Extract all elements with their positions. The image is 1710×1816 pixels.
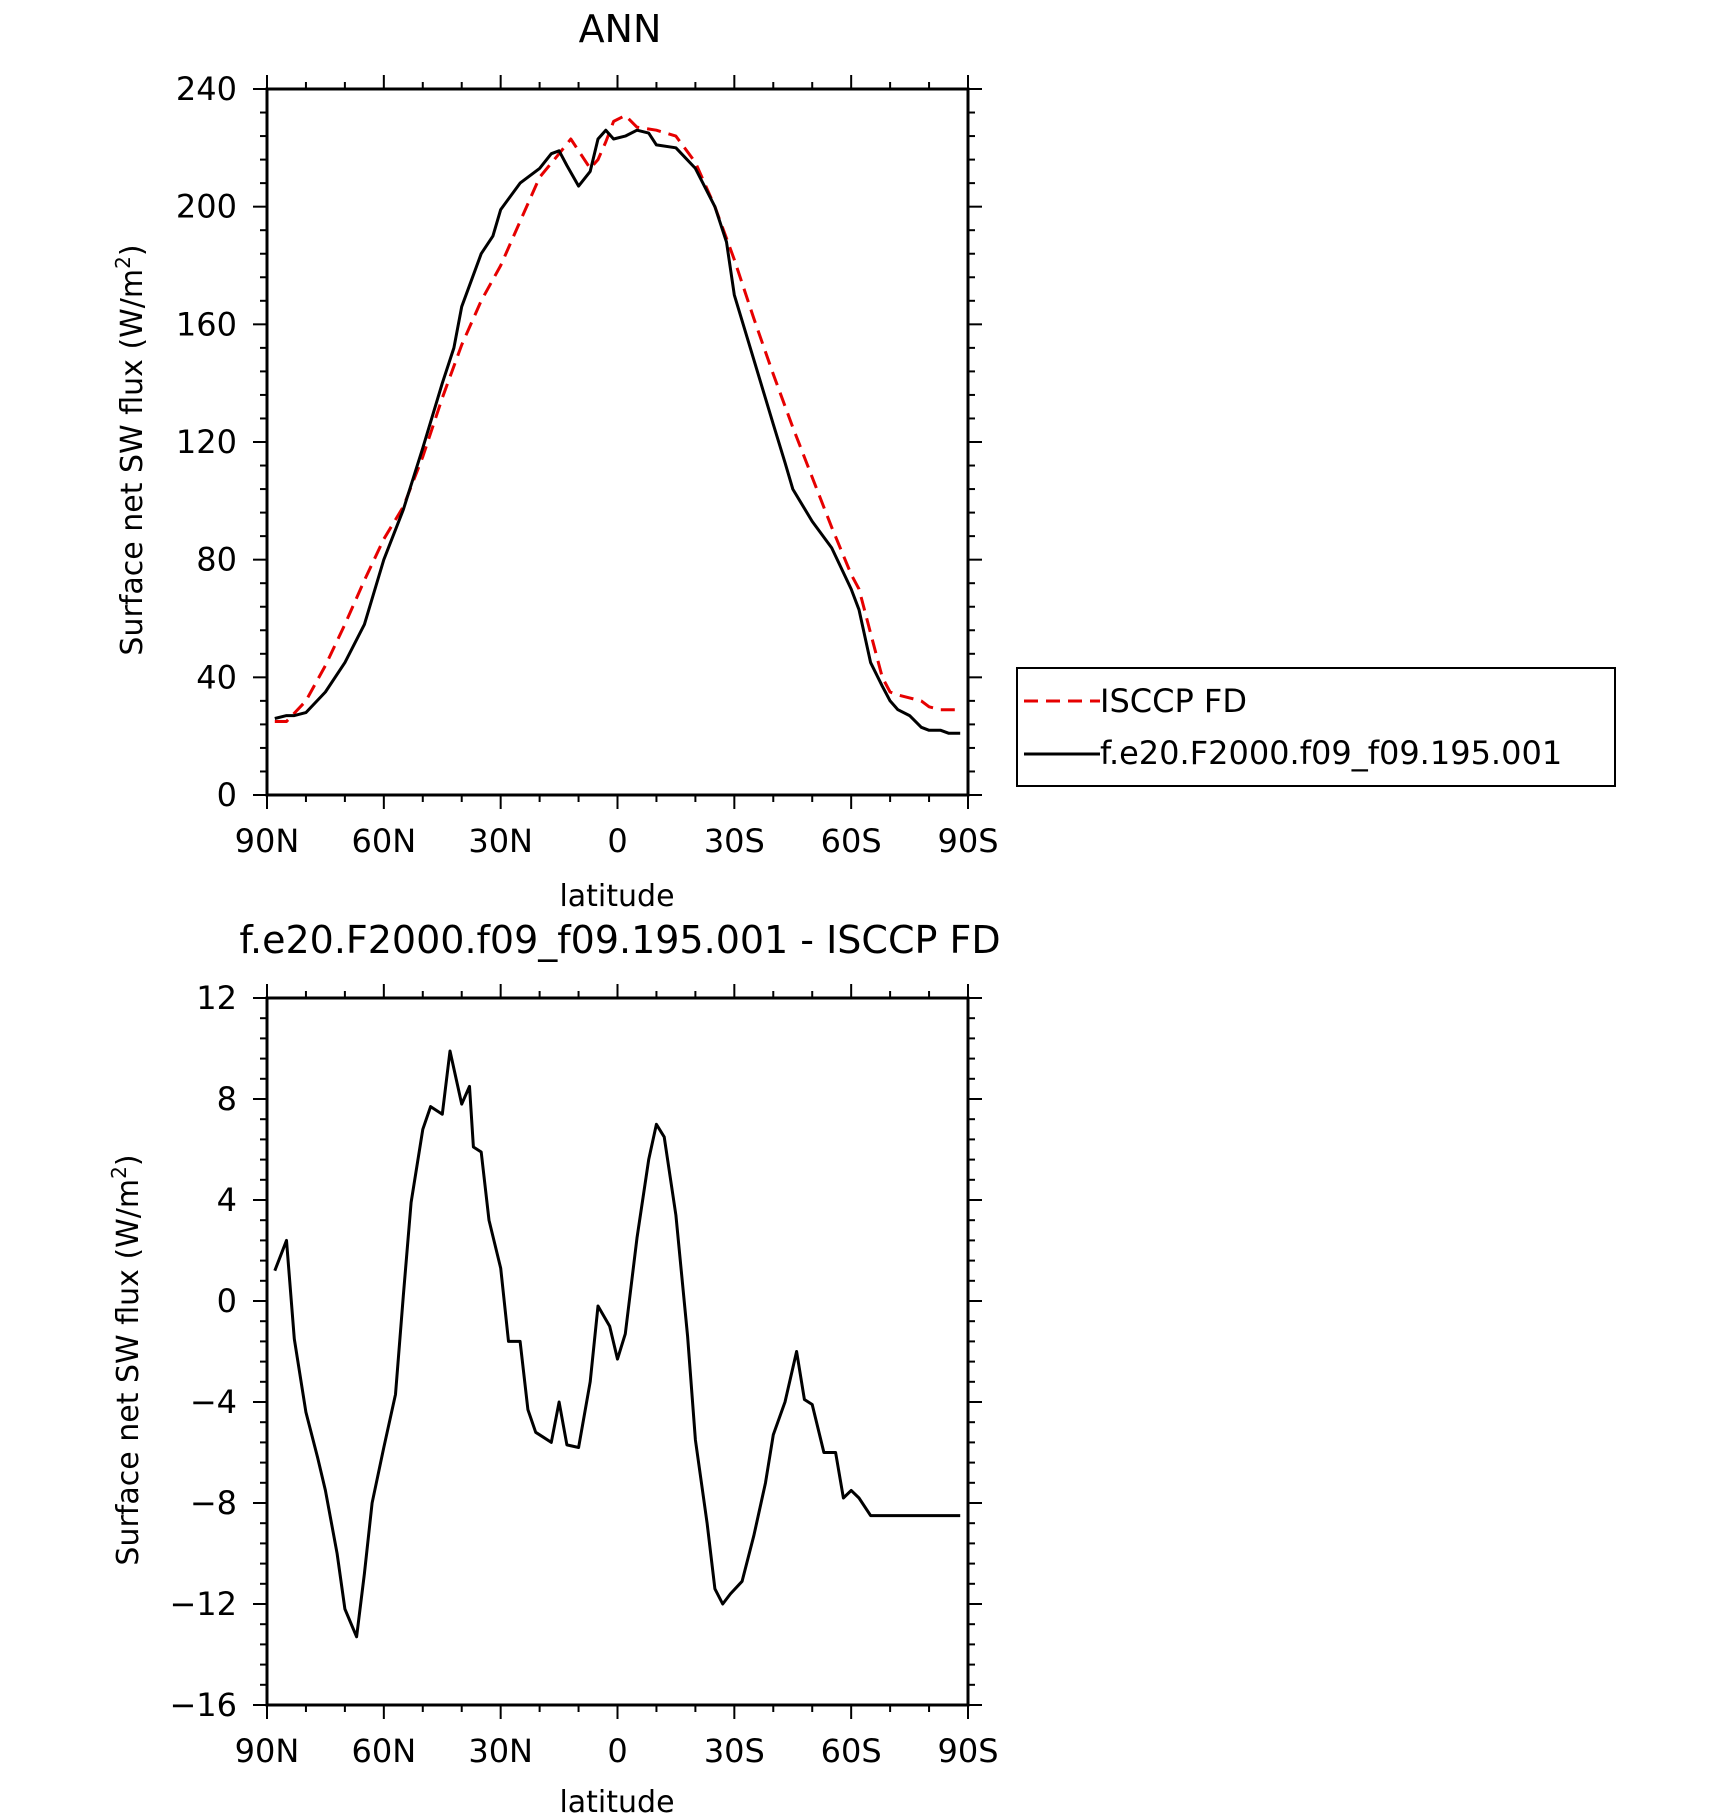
top-y-axis-label-main: Surface net SW flux (W/m <box>115 269 150 656</box>
top-y-tick-label: 200 <box>176 188 237 226</box>
bottom-y-tick-label: −12 <box>169 1585 237 1623</box>
top-x-axis-label: latitude <box>559 879 674 914</box>
top-plot-frame <box>265 87 970 797</box>
top-y-axis-label-sup: 2 <box>111 256 135 269</box>
legend: ISCCP FD f.e20.F2000.f09_f09.195.001 <box>1016 667 1616 787</box>
bottom-x-tick-label: 30N <box>468 1732 533 1770</box>
top-panel: ANN 90N 60N 30N 0 30S 60S 90S 0 40 80 120 160 200 240… <box>111 7 999 914</box>
bottom-panel: f.e20.F2000.f09_f09.195.001 - ISCCP FD 9… <box>107 918 1001 1816</box>
bottom-plot-frame <box>265 996 970 1707</box>
bottom-x-tick-label: 60S <box>821 1732 882 1770</box>
bottom-y-tick-label: −8 <box>190 1484 237 1522</box>
top-y-tick-label: 240 <box>176 70 237 108</box>
top-x-tick-label: 90N <box>235 822 300 860</box>
bottom-x-tick-label: 0 <box>607 1732 627 1770</box>
top-y-axis-label-tail: ) <box>115 244 150 256</box>
top-y-tick-label: 160 <box>176 305 237 343</box>
bottom-y-tick-label: 4 <box>217 1181 237 1219</box>
bottom-y-axis-label-sup: 2 <box>107 1166 131 1179</box>
bottom-x-tick-label: 60N <box>352 1732 417 1770</box>
top-x-tick-label: 30S <box>704 822 765 860</box>
top-chart-title: ANN <box>579 7 662 51</box>
bottom-y-tick-label: 8 <box>217 1080 237 1118</box>
top-x-tick-label: 60S <box>821 822 882 860</box>
bottom-y-axis-label: Surface net SW flux (W/m2) <box>107 1154 146 1565</box>
bottom-y-axis-label-main: Surface net SW flux (W/m <box>111 1179 146 1566</box>
bottom-plot-area: 90N 60N 30N 0 30S 60S 90S −16 −12 −8 −4 0 4 8 12 <box>169 979 998 1770</box>
bottom-y-tick-label: −16 <box>169 1686 237 1724</box>
bottom-x-tick-label: 30S <box>704 1732 765 1770</box>
top-y-tick-label: 40 <box>196 658 237 696</box>
legend-box <box>1016 667 1616 787</box>
bottom-y-axis-label-tail: ) <box>111 1154 146 1166</box>
top-plot-area: 90N 60N 30N 0 30S 60S 90S 0 40 80 120 160 200 240 <box>176 70 999 860</box>
top-x-tick-label: 0 <box>607 822 627 860</box>
top-y-tick-label: 80 <box>196 541 237 579</box>
top-x-tick-label: 60N <box>352 822 417 860</box>
bottom-chart-title: f.e20.F2000.f09_f09.195.001 - ISCCP FD <box>239 918 1000 962</box>
top-series-line-model <box>274 128 961 735</box>
bottom-x-tick-label: 90S <box>937 1732 998 1770</box>
bottom-y-tick-label: −4 <box>190 1383 237 1421</box>
legend-label-model: f.e20.F2000.f09_f09.195.001 <box>1100 734 1562 772</box>
bottom-x-tick-label: 90N <box>235 1732 300 1770</box>
top-series-line-isccp <box>274 114 961 723</box>
bottom-y-tick-label: 0 <box>217 1282 237 1320</box>
bottom-x-axis-label: latitude <box>559 1785 674 1816</box>
top-y-tick-label: 0 <box>217 776 237 814</box>
bottom-series-line-model <box>273 1049 961 1639</box>
top-y-axis-label: Surface net SW flux (W/m2) <box>111 244 150 655</box>
legend-label-isccp: ISCCP FD <box>1100 682 1247 720</box>
top-y-tick-label: 120 <box>176 423 237 461</box>
bottom-y-tick-label: 12 <box>196 979 237 1017</box>
top-x-tick-label: 90S <box>937 822 998 860</box>
top-x-tick-label: 30N <box>468 822 533 860</box>
